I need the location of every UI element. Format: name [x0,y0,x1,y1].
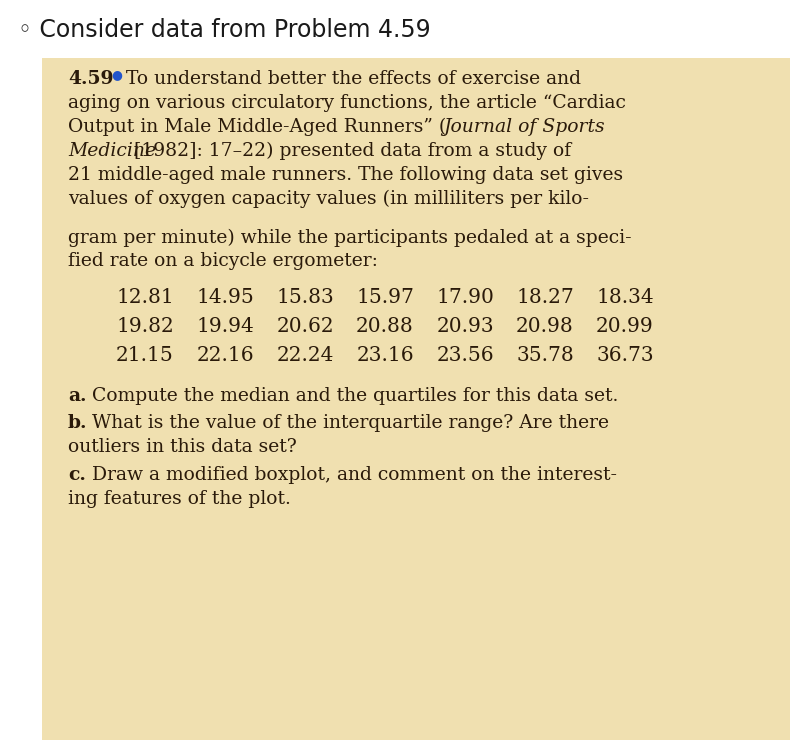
Text: 19.94: 19.94 [196,317,254,336]
Text: a.: a. [68,387,86,405]
Text: 23.16: 23.16 [356,346,414,365]
Text: Journal of Sports: Journal of Sports [443,118,605,136]
Text: values of oxygen capacity values (in milliliters per kilo-: values of oxygen capacity values (in mil… [68,190,589,208]
Text: fied rate on a bicycle ergometer:: fied rate on a bicycle ergometer: [68,252,378,270]
Text: To understand better the effects of exercise and: To understand better the effects of exer… [126,70,581,88]
Text: b.: b. [68,414,87,432]
Text: 22.16: 22.16 [196,346,254,365]
Text: 23.56: 23.56 [436,346,494,365]
Text: ◦ Consider data from Problem 4.59: ◦ Consider data from Problem 4.59 [18,18,430,42]
Text: ing features of the plot.: ing features of the plot. [68,490,291,508]
Text: What is the value of the interquartile range? Are there: What is the value of the interquartile r… [92,414,609,432]
Text: 18.34: 18.34 [596,289,654,307]
Text: gram per minute) while the participants pedaled at a speci-: gram per minute) while the participants … [68,228,632,247]
Text: 21.15: 21.15 [116,346,174,365]
Text: 4.59: 4.59 [68,70,114,88]
Text: 35.78: 35.78 [516,346,574,365]
Text: 20.99: 20.99 [596,317,654,336]
Text: Draw a modified boxplot, and comment on the interest-: Draw a modified boxplot, and comment on … [92,466,617,484]
Text: ●: ● [111,68,122,81]
Text: aging on various circulatory functions, the article “Cardiac: aging on various circulatory functions, … [68,94,626,112]
Text: 21 middle-aged male runners. The following data set gives: 21 middle-aged male runners. The followi… [68,166,623,184]
Text: [1982]: 17–22) presented data from a study of: [1982]: 17–22) presented data from a stu… [128,142,571,160]
Text: outliers in this data set?: outliers in this data set? [68,438,297,456]
Text: 12.81: 12.81 [116,289,174,307]
Text: 19.82: 19.82 [116,317,174,336]
Text: 20.98: 20.98 [516,317,574,336]
Text: 15.83: 15.83 [276,289,334,307]
Text: 20.62: 20.62 [276,317,334,336]
Text: 36.73: 36.73 [596,346,654,365]
Text: 20.88: 20.88 [356,317,414,336]
FancyBboxPatch shape [42,58,790,740]
Text: 17.90: 17.90 [436,289,494,307]
Text: c.: c. [68,466,86,484]
Text: 18.27: 18.27 [516,289,574,307]
Text: 20.93: 20.93 [436,317,494,336]
Text: Output in Male Middle-Aged Runners” (: Output in Male Middle-Aged Runners” ( [68,118,446,136]
Text: 15.97: 15.97 [356,289,414,307]
Text: Medicine: Medicine [68,142,156,160]
Text: Compute the median and the quartiles for this data set.: Compute the median and the quartiles for… [92,387,618,405]
Text: 22.24: 22.24 [276,346,334,365]
Text: 14.95: 14.95 [196,289,254,307]
